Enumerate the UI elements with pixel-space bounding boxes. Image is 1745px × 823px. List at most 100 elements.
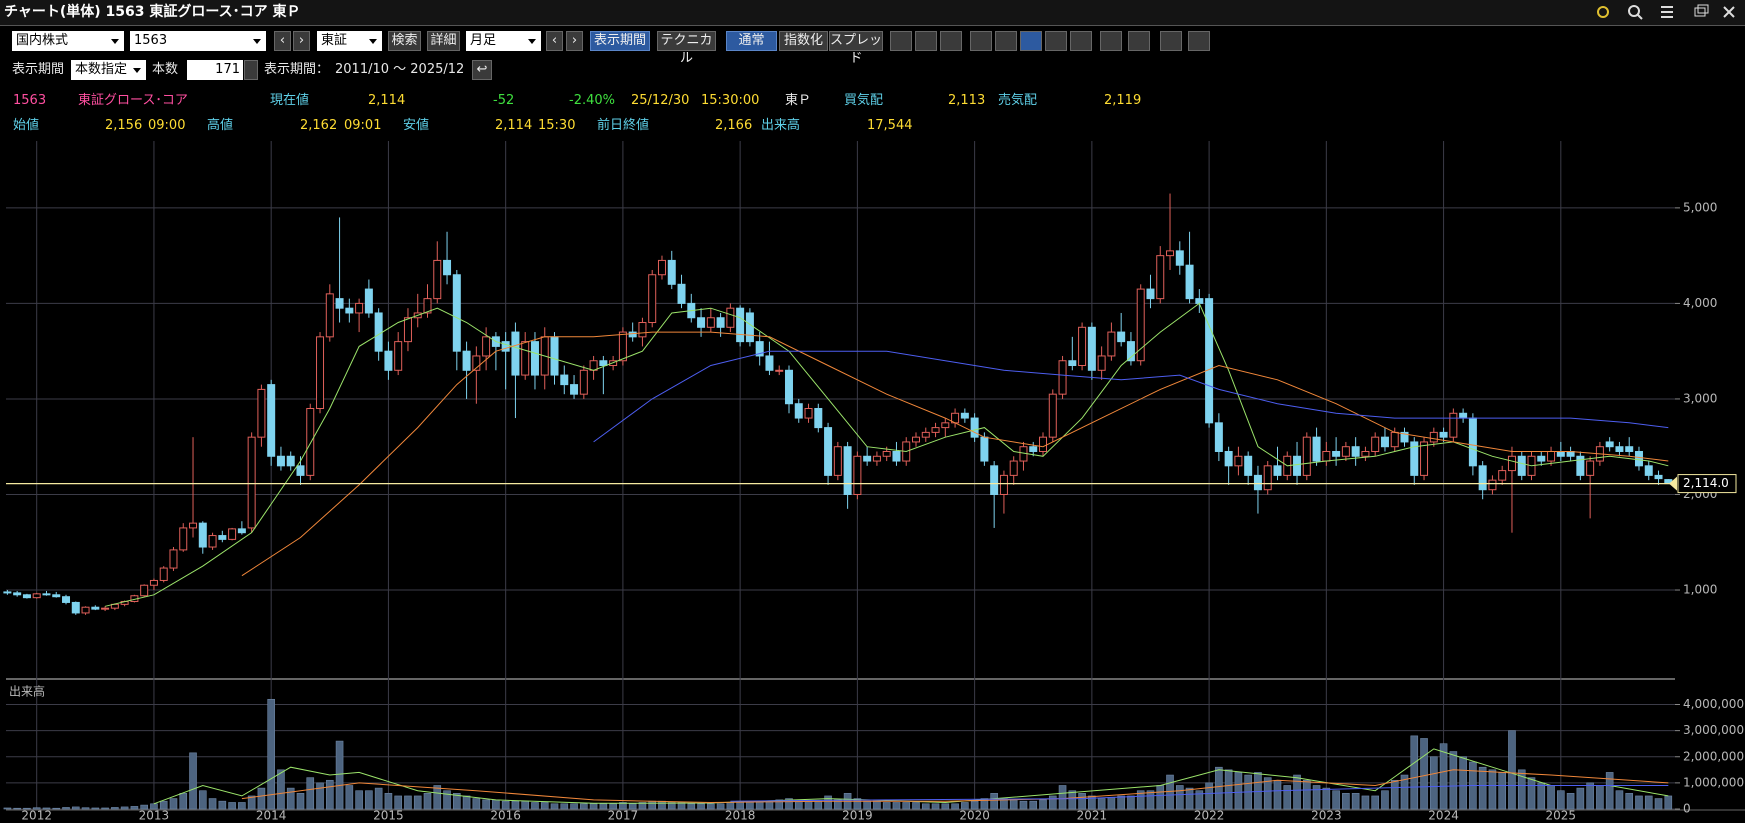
volume-bar: [921, 803, 930, 810]
tool-icon[interactable]: [1100, 31, 1122, 51]
y-tick-label: 1,000: [1683, 583, 1717, 597]
range-mode-select[interactable]: 本数指定: [71, 60, 146, 80]
candle-body: [1078, 326, 1087, 367]
prev-code[interactable]: ‹: [274, 31, 291, 51]
menu-button[interactable]: [1656, 2, 1678, 22]
volume-bar: [1175, 785, 1184, 810]
candle-body: [1244, 455, 1253, 476]
volume-bar: [23, 807, 31, 810]
volume-bar: [218, 800, 227, 810]
x-tick-label: 2014: [256, 809, 287, 823]
tool-icon[interactable]: [1045, 31, 1067, 51]
volume-bar: [1048, 795, 1057, 810]
link-button[interactable]: [1592, 2, 1614, 22]
candle-body: [1390, 431, 1399, 448]
candle-body: [618, 331, 627, 362]
range-label: 表示期間: [12, 62, 65, 77]
value: 25/12/30: [631, 93, 690, 108]
candle-body: [579, 369, 588, 395]
volume-bar: [1039, 799, 1047, 810]
volume-bar: [267, 698, 275, 810]
volume-bar: [462, 795, 471, 810]
label: 前日終値: [597, 118, 650, 133]
candle-body: [501, 341, 510, 352]
candle-body: [355, 302, 364, 314]
count-input[interactable]: 171: [187, 60, 243, 80]
index-button[interactable]: 指数化: [779, 31, 828, 51]
volume-bar: [296, 793, 305, 810]
tool-icon[interactable]: [890, 31, 912, 51]
tool-icon[interactable]: [1070, 31, 1092, 51]
candle-body: [1537, 455, 1546, 462]
tool-icon[interactable]: [1020, 31, 1042, 51]
candle-body: [1371, 436, 1380, 452]
reset-button[interactable]: ↩: [472, 60, 492, 80]
volume-bar: [1371, 795, 1379, 810]
count-spinner[interactable]: [244, 60, 258, 80]
period-select[interactable]: 月足: [466, 31, 541, 51]
volume-bar: [443, 790, 451, 810]
next-period[interactable]: ›: [566, 31, 583, 51]
volume-bar: [1654, 798, 1663, 810]
candle-body: [296, 465, 305, 476]
code-input[interactable]: 1563: [130, 31, 266, 51]
close-button[interactable]: [1718, 2, 1740, 22]
candle-body: [1332, 450, 1341, 457]
prev-period[interactable]: ‹: [546, 31, 563, 51]
volume-bar: [472, 798, 481, 810]
restore-button[interactable]: [1690, 2, 1712, 22]
tool-icon[interactable]: [970, 31, 992, 51]
candle-body: [1361, 450, 1370, 457]
label: 出来高: [761, 118, 801, 133]
market-select[interactable]: 国内株式: [12, 31, 124, 51]
volume-bar: [1205, 782, 1213, 810]
volume-bar: [384, 793, 393, 810]
volume-bar: [1312, 785, 1321, 810]
candle-body: [1009, 460, 1018, 476]
display-period-button[interactable]: 表示期間: [590, 31, 650, 51]
volume-bar: [492, 799, 500, 810]
detail-button[interactable]: 詳細: [427, 31, 460, 51]
technical-button[interactable]: テクニカル: [657, 31, 716, 66]
volume-bar: [365, 790, 373, 810]
volume-bar: [1635, 795, 1643, 810]
next-code[interactable]: ›: [293, 31, 310, 51]
candle-body: [482, 336, 491, 357]
candle-body: [1410, 441, 1419, 476]
tool-icon[interactable]: [915, 31, 937, 51]
candle-body: [1566, 450, 1575, 457]
search-button[interactable]: 検索: [388, 31, 421, 51]
exchange-select[interactable]: 東証: [317, 31, 382, 51]
candle-body: [921, 431, 930, 438]
tool-icon[interactable]: [995, 31, 1017, 51]
y-tick-label: 4,000,000: [1683, 697, 1744, 711]
spread-button[interactable]: スプレッド: [829, 31, 883, 66]
candle-body: [169, 549, 178, 569]
candle-body: [433, 259, 442, 300]
volume-bar: [433, 785, 442, 810]
volume-bar: [785, 798, 793, 810]
volume-bar: [1215, 766, 1223, 810]
candle-body: [1048, 393, 1057, 438]
candle-body: [1615, 446, 1624, 452]
tool-icon[interactable]: [1160, 31, 1182, 51]
volume-bar: [355, 790, 363, 810]
current-price-box: [1677, 474, 1737, 494]
volume-bar: [961, 802, 969, 810]
candle-body: [159, 567, 168, 581]
volume-bar: [902, 802, 911, 810]
tool-icon[interactable]: [1188, 31, 1210, 51]
volume-bar: [1644, 795, 1653, 810]
volume-bar: [873, 800, 881, 810]
search-button[interactable]: [1624, 2, 1646, 22]
x-tick-label: 2013: [139, 809, 170, 823]
candle-body: [1625, 446, 1634, 452]
tool-icon[interactable]: [940, 31, 962, 51]
tool-icon[interactable]: [1128, 31, 1150, 51]
volume-bar: [189, 752, 197, 810]
volume-bar: [550, 803, 559, 810]
candle-body: [1234, 455, 1243, 467]
volume-bar: [941, 803, 950, 810]
normal-button[interactable]: 通常: [726, 31, 777, 51]
